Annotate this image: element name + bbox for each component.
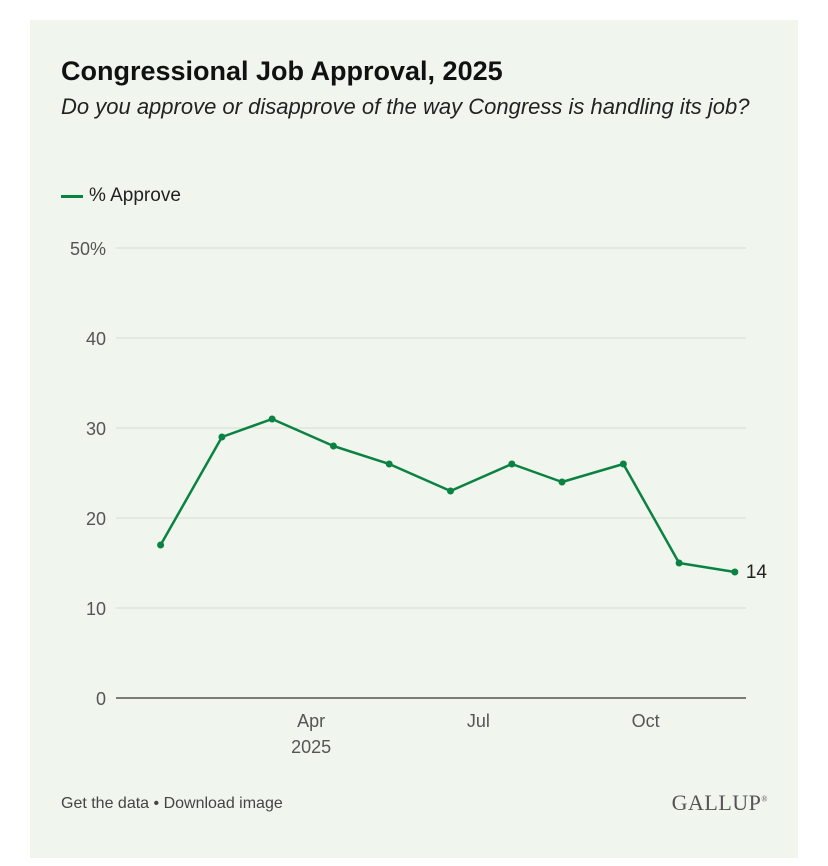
data-point (329, 442, 337, 450)
data-point (218, 433, 226, 441)
data-point (675, 559, 683, 567)
y-tick-label: 30 (86, 419, 106, 439)
x-tick-label: Oct (632, 711, 660, 731)
x-tick-label: Jul (467, 711, 490, 731)
data-point (157, 541, 165, 549)
data-point (558, 478, 566, 486)
y-tick-label: 10 (86, 599, 106, 619)
gallup-logo: GALLUP® (672, 790, 768, 816)
series-line (159, 417, 736, 574)
get-data-link[interactable]: Get the data (61, 795, 150, 812)
y-tick-label: 0 (96, 689, 106, 709)
data-point (447, 487, 455, 495)
data-point (385, 460, 393, 468)
chart-card: Congressional Job Approval, 2025 Do you … (30, 20, 798, 858)
legend-swatch (61, 194, 83, 198)
gallup-logo-text: GALLUP (671, 790, 762, 815)
data-point (268, 415, 276, 423)
footer-separator: • (149, 795, 164, 812)
line-chart: 0 10 20 30 40 50% Apr 2025 Jul Oct 14 (70, 239, 768, 757)
registered-mark: ® (761, 794, 768, 804)
data-point (619, 460, 627, 468)
footer: Get the data • Download image (61, 795, 283, 813)
chart-subtitle: Do you approve or disapprove of the way … (61, 94, 750, 119)
chart-title: Congressional Job Approval, 2025 (61, 56, 503, 86)
legend-label: % Approve (89, 185, 181, 206)
legend: % Approve (61, 185, 181, 207)
y-tick-label: 50% (70, 239, 106, 259)
download-image-link[interactable]: Download image (163, 795, 283, 812)
data-point (731, 568, 739, 576)
y-tick-label: 20 (86, 509, 106, 529)
x-tick-sublabel: 2025 (291, 737, 331, 757)
x-tick-label: Apr (297, 711, 325, 731)
y-tick-label: 40 (86, 329, 106, 349)
end-data-label: 14 (746, 562, 768, 583)
data-point (508, 460, 516, 468)
